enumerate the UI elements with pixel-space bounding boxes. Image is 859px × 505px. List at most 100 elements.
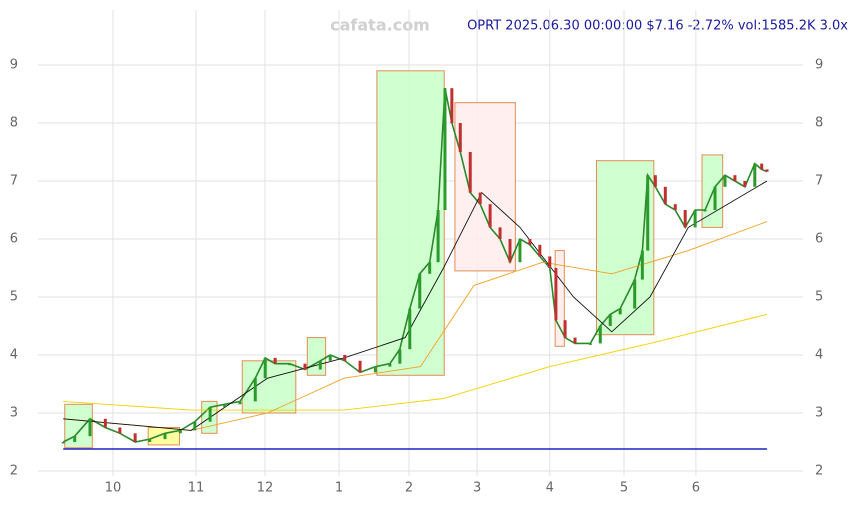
- candle: [693, 210, 697, 228]
- candle: [703, 210, 707, 212]
- candle: [765, 169, 769, 172]
- y-tick-label-right: 3: [815, 406, 823, 421]
- candle: [163, 433, 167, 440]
- y-tick-label: 7: [10, 174, 18, 189]
- candle: [318, 360, 322, 370]
- candle: [598, 326, 602, 344]
- candle: [713, 186, 717, 210]
- candle: [118, 427, 122, 434]
- x-tick-label: 12: [257, 481, 274, 496]
- series-line: [62, 88, 768, 443]
- candle: [554, 268, 558, 321]
- candle: [388, 363, 392, 367]
- y-tick-label: 2: [10, 464, 18, 479]
- candle: [743, 181, 747, 187]
- candle: [61, 442, 65, 444]
- candle: [263, 357, 267, 379]
- candle: [193, 421, 197, 431]
- candle: [288, 363, 292, 366]
- y-tick-label-right: 2: [815, 464, 823, 479]
- candle: [418, 273, 422, 309]
- y-tick-label: 8: [10, 116, 18, 131]
- series-line: [63, 180, 768, 431]
- candle: [443, 88, 447, 210]
- candle: [548, 256, 552, 268]
- y-tick-label-right: 4: [815, 348, 823, 363]
- candle: [608, 314, 612, 326]
- candle: [683, 210, 687, 228]
- x-tick-label: 2: [405, 481, 413, 496]
- candle: [178, 430, 182, 434]
- y-tick-label: 9: [10, 58, 18, 73]
- range-box: [454, 102, 516, 272]
- candle: [733, 175, 737, 181]
- candle: [528, 239, 532, 245]
- candle: [640, 250, 644, 280]
- candle: [408, 308, 412, 350]
- x-tick-label: 6: [692, 481, 700, 496]
- candle: [208, 407, 212, 422]
- watermark: cafata.com: [330, 16, 430, 35]
- candle: [358, 360, 362, 373]
- x-tick-label: 1: [335, 481, 343, 496]
- x-tick-label: 11: [188, 481, 205, 496]
- candle: [588, 343, 592, 345]
- candle: [373, 366, 377, 373]
- candle: [73, 436, 77, 442]
- series-line: [63, 313, 768, 411]
- candle: [450, 88, 454, 123]
- candle: [753, 163, 757, 187]
- candle: [538, 244, 542, 257]
- x-tick-label: 3: [473, 481, 481, 496]
- candle: [148, 439, 152, 442]
- y-tick-label: 6: [10, 232, 18, 247]
- range-box: [595, 160, 655, 336]
- candle: [273, 357, 277, 364]
- x-tick-label: 10: [105, 481, 122, 496]
- candle: [133, 433, 137, 442]
- candle: [436, 210, 440, 263]
- series-line: [63, 221, 768, 431]
- candle: [468, 152, 472, 193]
- y-tick-label: 4: [10, 348, 18, 363]
- candle: [328, 355, 332, 361]
- y-tick-label: 5: [10, 290, 18, 305]
- candle: [518, 239, 522, 263]
- y-tick-label-right: 7: [815, 174, 823, 189]
- y-tick-label-right: 6: [815, 232, 823, 247]
- x-tick-label: 4: [546, 481, 554, 496]
- candle: [508, 239, 512, 263]
- candle: [573, 337, 577, 344]
- candle: [88, 418, 92, 437]
- candle: [398, 349, 402, 364]
- candle: [663, 186, 667, 205]
- candle: [618, 308, 622, 315]
- x-tick-label: 5: [620, 481, 628, 496]
- candle: [633, 279, 637, 309]
- candle: [223, 404, 227, 408]
- y-tick-label-right: 9: [815, 58, 823, 73]
- candle: [563, 320, 567, 338]
- y-tick-label-right: 5: [815, 290, 823, 305]
- candle: [653, 175, 657, 187]
- y-tick-label: 3: [10, 406, 18, 421]
- candle: [253, 378, 257, 402]
- candle: [103, 418, 107, 428]
- candle: [760, 163, 764, 170]
- candle: [498, 227, 502, 239]
- candle: [646, 175, 650, 251]
- candle: [343, 355, 347, 361]
- candle: [428, 262, 432, 274]
- candle: [238, 401, 242, 405]
- y-tick-label-right: 8: [815, 116, 823, 131]
- candle: [303, 363, 307, 370]
- candle: [673, 204, 677, 210]
- candle: [488, 204, 492, 228]
- candle: [458, 123, 462, 152]
- candle: [723, 175, 727, 187]
- range-box: [306, 337, 327, 376]
- range-box: [64, 403, 93, 449]
- candle: [478, 192, 482, 205]
- range-box: [241, 360, 297, 414]
